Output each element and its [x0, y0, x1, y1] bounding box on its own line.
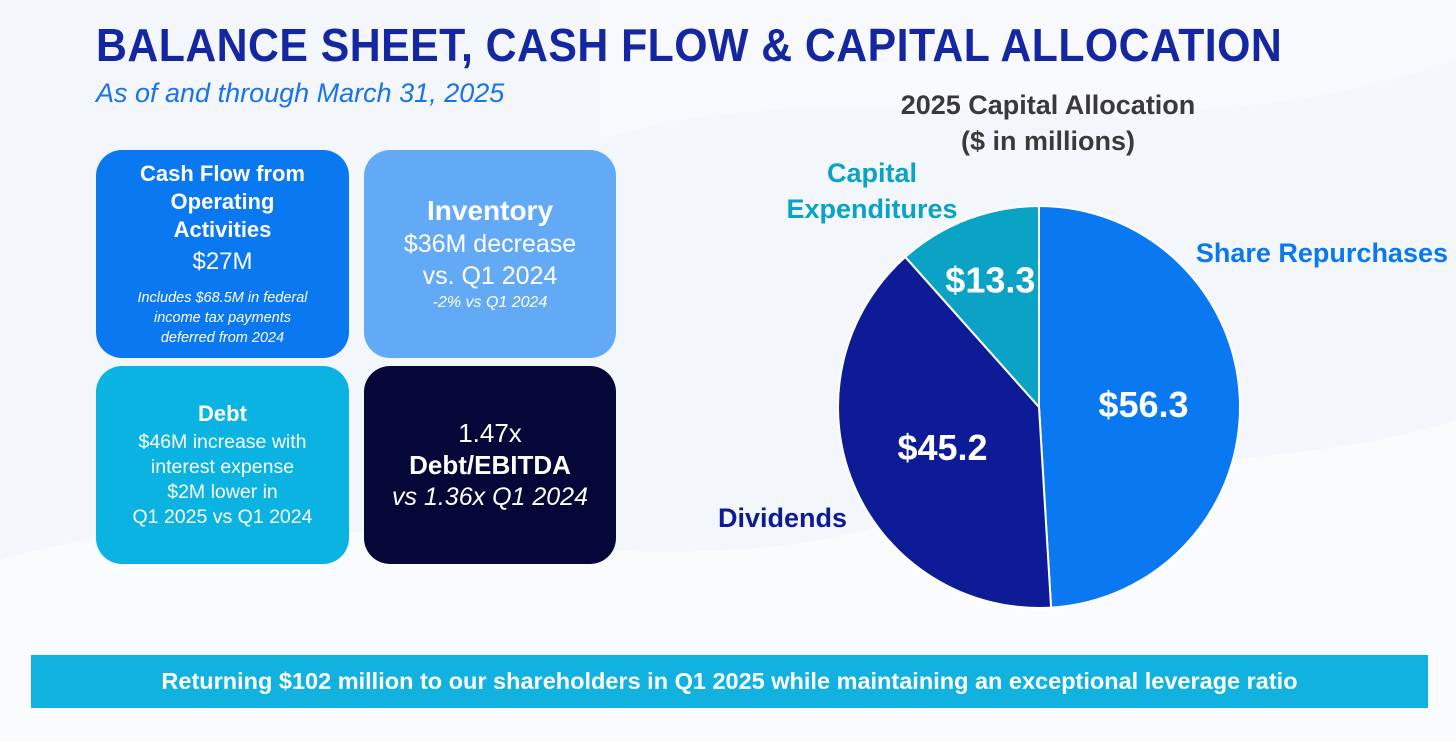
- page-subtitle: As of and through March 31, 2025: [96, 78, 505, 108]
- pie-value-label-0: $56.3: [1098, 384, 1188, 425]
- inventory-card: Inventory $36M decrease vs. Q1 2024 -2% …: [364, 150, 616, 358]
- inventory-line: vs. Q1 2024: [422, 262, 558, 290]
- slice-label-capital-expenditures: Expenditures: [786, 194, 957, 224]
- leverage-card: 1.47x Debt/EBITDA vs 1.36x Q1 2024: [364, 366, 616, 564]
- cash-flow-note-line: deferred from 2024: [160, 330, 285, 346]
- cash-flow-title-line: Cash Flow from: [139, 161, 305, 186]
- pie-slice-1: [837, 255, 1053, 609]
- slice-label-capital-expenditures: Capital: [827, 158, 917, 188]
- cash-flow-note-line: income tax payments: [153, 310, 291, 326]
- cash-flow-card: Cash Flow from Operating Activities $27M…: [96, 150, 349, 358]
- shareholder-return-banner: Returning $102 million to our shareholde…: [31, 655, 1428, 708]
- pie-value-labels: $56.3 $45.2 $13.3: [897, 259, 1188, 468]
- slice-label-dividends: Dividends: [718, 503, 847, 533]
- pie-slices: [837, 204, 1242, 609]
- debt-line: $2M lower in: [167, 481, 278, 503]
- slice-label-share-repurchases: Share Repurchases: [1196, 238, 1448, 268]
- cash-flow-value: $27M: [192, 248, 253, 275]
- cash-flow-title-line: Activities: [173, 217, 272, 242]
- pie-value-label-1: $45.2: [897, 427, 987, 468]
- pie-slice-0: [1038, 204, 1242, 609]
- debt-line: Q1 2025 vs Q1 2024: [132, 506, 313, 528]
- leverage-label: Debt/EBITDA: [409, 450, 571, 480]
- page-title: BALANCE SHEET, CASH FLOW & CAPITAL ALLOC…: [96, 19, 1283, 71]
- chart-title-line: 2025 Capital Allocation: [901, 90, 1196, 120]
- chart-title-line: ($ in millions): [961, 126, 1135, 156]
- capital-allocation-pie-chart: 2025 Capital Allocation ($ in millions) …: [718, 90, 1448, 609]
- cash-flow-note-line: Includes $68.5M in federal: [137, 290, 308, 306]
- inventory-line: $36M decrease: [403, 230, 577, 258]
- leverage-value: 1.47x: [458, 418, 522, 448]
- inventory-note: -2% vs Q1 2024: [432, 294, 548, 311]
- cash-flow-title-line: Operating: [170, 189, 275, 214]
- pie-value-label-2: $13.3: [945, 259, 1035, 300]
- pie-slice-2: [903, 204, 1040, 410]
- debt-card: Debt $46M increase with interest expense…: [96, 366, 349, 564]
- banner-text: Returning $102 million to our shareholde…: [161, 668, 1298, 694]
- debt-title: Debt: [198, 401, 247, 426]
- debt-line: $46M increase with: [138, 431, 307, 453]
- inventory-title: Inventory: [426, 195, 554, 226]
- debt-line: interest expense: [150, 456, 295, 478]
- cash-flow-note: Includes $68.5M in federal income tax pa…: [137, 288, 307, 348]
- leverage-note: vs 1.36x Q1 2024: [392, 483, 588, 511]
- cash-flow-title: Cash Flow from Operating Activities: [140, 160, 305, 244]
